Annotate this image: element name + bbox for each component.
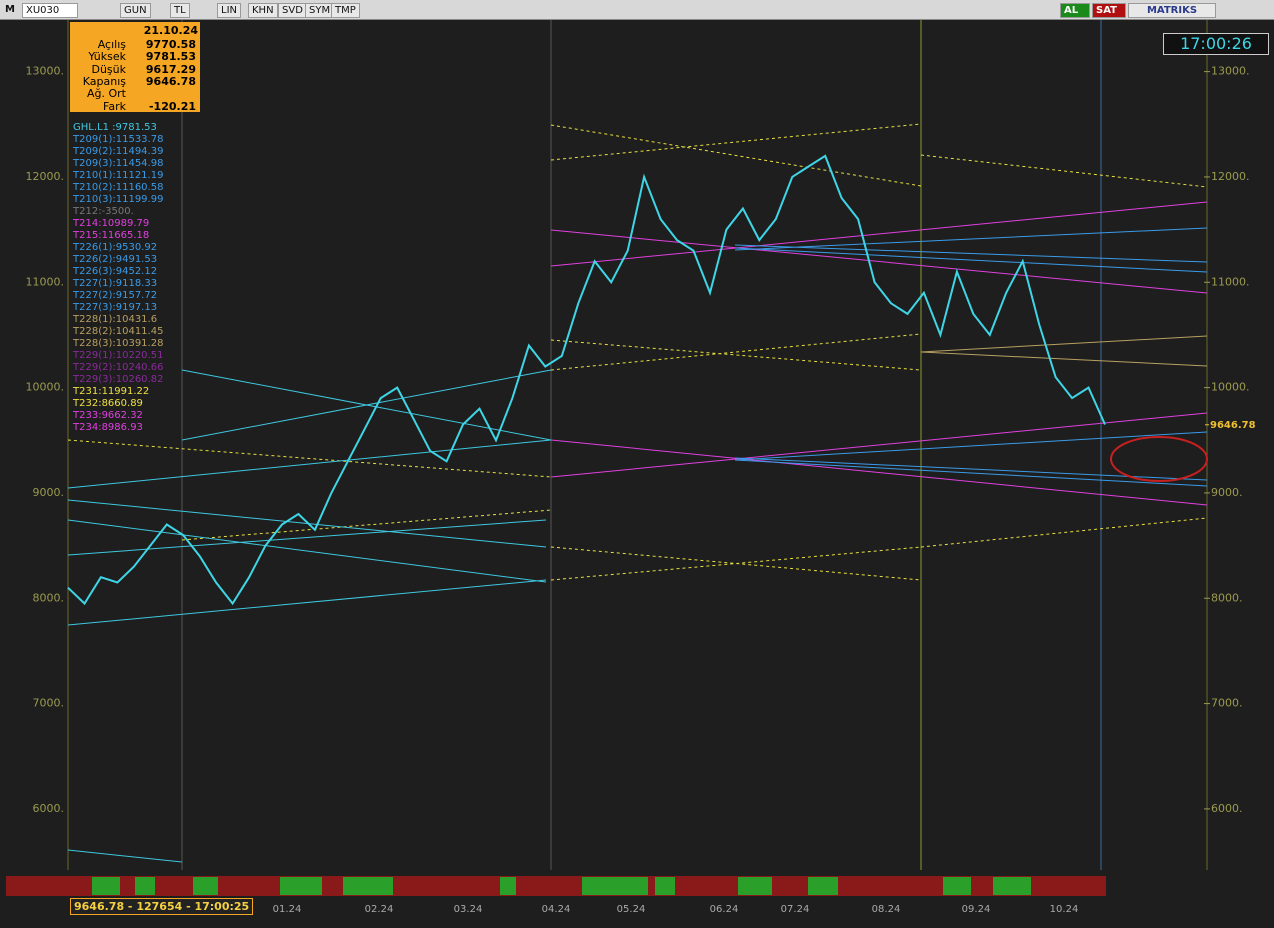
info-label: Ağ. Ort [87, 87, 126, 101]
y-tick-label: 9000. [33, 486, 65, 499]
indicator: GHL.L1 :9781.53 [73, 122, 157, 133]
indicator: T209(1):11533.78 [73, 134, 164, 145]
indicator: T227(2):9157.72 [73, 290, 158, 301]
x-tick-label: 09.24 [962, 904, 991, 915]
indicator: T229(3):10260.82 [73, 374, 164, 385]
info-label: Yüksek [88, 50, 126, 64]
indicator: T210(3):11199.99 [73, 194, 164, 205]
info-date: 21.10.24 [143, 24, 198, 37]
indicator: T232:8660.89 [73, 398, 143, 409]
indicator: T215:11665.18 [73, 230, 150, 241]
y-tick-label-right: 12000. [1211, 170, 1250, 183]
x-tick-label: 08.24 [872, 904, 901, 915]
clock: 17:00:26 [1163, 33, 1269, 55]
indicator: T227(3):9197.13 [73, 302, 158, 313]
indicator: T231:11991.22 [73, 386, 150, 397]
y-tick-label: 13000. [26, 65, 65, 78]
info-label: Açılış [97, 38, 126, 51]
toolbar-button[interactable]: TL [170, 3, 190, 18]
y-tick-label-right: 8000. [1211, 591, 1243, 604]
x-tick-label: 05.24 [617, 904, 646, 915]
y-tick-label: 12000. [26, 170, 65, 183]
info-label: Düşük [91, 62, 126, 76]
logo: M [5, 4, 15, 15]
toolbar: M XU030 GUN TL LIN KHN SVD SYM TMP AL SAT MATRIKS [0, 0, 1274, 20]
indicator: T226(3):9452.12 [73, 266, 158, 277]
trend-lines [67, 123, 1208, 863]
info-box: 21.10.24 Açılış 9770.58 Yüksek 9781.53 Düşük 9… [70, 22, 200, 113]
indicator: T209(2):11494.39 [73, 146, 164, 157]
indicator: T210(2):11160.58 [73, 182, 164, 193]
indicator: T210(1):11121.19 [73, 170, 164, 181]
info-value: -120.21 [148, 99, 196, 113]
indicator: T228(3):10391.28 [73, 338, 164, 349]
volume-blocks [92, 877, 1031, 895]
brand: MATRIKS [1128, 3, 1216, 18]
indicator: T212:-3500. [73, 206, 134, 217]
x-tick-label: 02.24 [365, 904, 394, 915]
volume-strip [6, 876, 1106, 896]
sell-button[interactable]: SAT [1092, 3, 1126, 18]
toolbar-button[interactable]: KHN [248, 3, 278, 18]
x-tick-label: 03.24 [454, 904, 483, 915]
y-tick-label: 7000. [33, 697, 65, 710]
y-tick-label-right: 11000. [1211, 275, 1250, 288]
indicator: T226(2):9491.53 [73, 254, 158, 265]
info-label: Fark [103, 99, 126, 113]
info-label: Kapanış [82, 74, 126, 88]
y-tick-label: 10000. [26, 381, 65, 394]
indicator: T234:8986.93 [73, 422, 143, 433]
indicator: T226(1):9530.92 [73, 242, 158, 253]
indicator: T229(1):10220.51 [73, 350, 164, 361]
indicator: T227(1):9118.33 [73, 278, 158, 289]
toolbar-button[interactable]: LIN [217, 3, 242, 18]
y-tick-label: 11000. [26, 275, 65, 288]
last-price-label: 9646.78 [1210, 420, 1256, 431]
indicator: T209(3):11454.98 [73, 158, 164, 169]
x-tick-label: 01.24 [273, 904, 302, 915]
y-tick-label-right: 6000. [1211, 802, 1243, 815]
y-tick-label-right: 7000. [1211, 697, 1243, 710]
y-tick-label-right: 13000. [1211, 65, 1250, 78]
y-tick-label-right: 9000. [1211, 486, 1243, 499]
signal-circle [1110, 436, 1208, 482]
indicator: T233:9662.32 [73, 410, 143, 421]
info-value: 9781.53 [145, 50, 196, 64]
info-value: 9646.78 [145, 74, 196, 88]
x-tick-label: 06.24 [710, 904, 739, 915]
indicator: T228(2):10411.45 [73, 326, 164, 337]
toolbar-button[interactable]: GUN [120, 3, 151, 18]
y-tick-label: 6000. [33, 802, 65, 815]
x-tick-label: 07.24 [781, 904, 810, 915]
y-tick-label-right: 10000. [1211, 381, 1250, 394]
y-tick-label: 8000. [33, 591, 65, 604]
symbol[interactable]: XU030 [22, 3, 78, 18]
buy-button[interactable]: AL [1060, 3, 1090, 18]
indicator: T228(1):10431.6 [73, 314, 158, 325]
toolbar-button[interactable]: TMP [331, 3, 360, 18]
info-value: 9617.29 [145, 62, 196, 76]
price-line [67, 154, 1106, 606]
indicator: T214:10989.79 [73, 218, 150, 229]
plot-bg [6, 20, 1268, 870]
indicator-list: GHL.L1 :9781.53 T209(1):11533.78 T209(2):1… [73, 122, 163, 434]
info-value: 9770.58 [145, 38, 196, 51]
status-bar: 9646.78 - 127654 - 17:00:25 [70, 898, 254, 915]
x-tick-label: 04.24 [542, 904, 571, 915]
x-tick-label: 10.24 [1050, 904, 1079, 915]
indicator: T229(2):10240.66 [73, 362, 164, 373]
